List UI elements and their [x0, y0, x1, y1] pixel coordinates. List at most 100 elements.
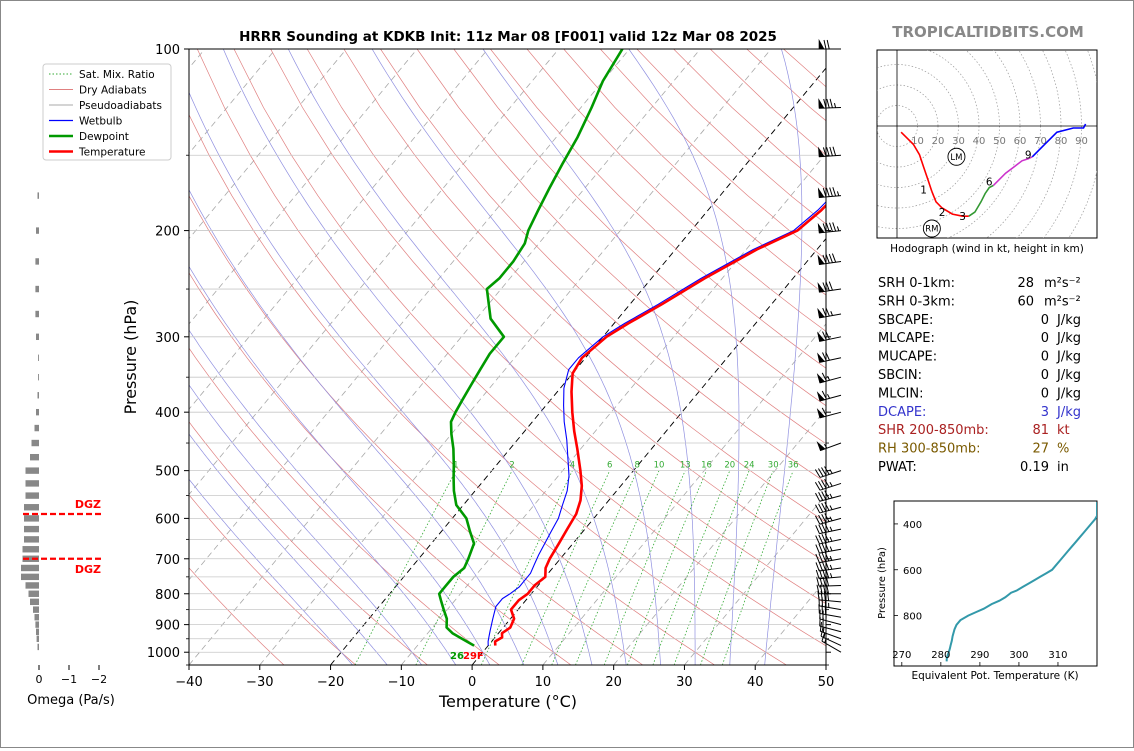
mix-ratio-label: 4	[570, 461, 575, 471]
mix-ratio-label: 2	[509, 461, 514, 471]
omega-bar	[33, 606, 39, 612]
stat-label: MLCIN:	[878, 386, 923, 401]
x-axis-label: Temperature (°C)	[438, 692, 577, 711]
barb-full	[830, 99, 832, 108]
stat-unit: J/kg	[1056, 313, 1081, 328]
hodo-ring-label: 50	[993, 136, 1006, 147]
x-tick-label: −30	[246, 675, 273, 690]
x-tick-label: −40	[175, 675, 202, 690]
omega-bar	[23, 546, 40, 552]
wind-barb	[818, 282, 841, 292]
omega-xlabel: Omega (Pa/s)	[27, 693, 115, 708]
wind-barb	[818, 331, 841, 342]
omega-bar	[21, 574, 39, 580]
barb-shaft	[819, 529, 841, 534]
mix-ratio-line	[522, 471, 610, 665]
barb-flag	[818, 189, 824, 198]
surface-temperature-label: 29F	[463, 651, 484, 662]
omega-tick-label: −2	[91, 673, 107, 686]
stat-label: SHR 200-850mb:	[878, 423, 989, 438]
hodo-ring-label: 70	[1034, 136, 1047, 147]
barb-shaft	[819, 549, 841, 553]
stat-label: SBCIN:	[878, 368, 922, 383]
barb-full	[832, 254, 835, 263]
omega-bar	[36, 227, 39, 233]
mix-ratio-line	[576, 471, 660, 665]
barb-half	[827, 376, 829, 380]
barb-full	[826, 188, 829, 197]
dgz-label: DGZ	[75, 498, 101, 511]
barb-full	[827, 147, 830, 156]
legend-label: Dry Adiabats	[79, 85, 147, 97]
wind-barb	[818, 591, 841, 602]
mix-ratio-label: 30	[768, 461, 779, 471]
omega-bar	[35, 258, 39, 264]
wind-barb	[815, 467, 841, 478]
omega-bar	[26, 492, 40, 498]
wind-barb	[819, 40, 841, 49]
omega-bar	[30, 454, 39, 460]
barb-full	[829, 254, 832, 263]
stat-unit: in	[1057, 460, 1069, 475]
wind-barb	[816, 534, 841, 544]
omega-bar	[37, 636, 39, 642]
stat-label: SBCAPE:	[878, 313, 933, 328]
stat-unit: m²s⁻²	[1044, 294, 1081, 309]
stat-label: RH 300-850mb:	[878, 442, 981, 457]
wind-barb	[817, 373, 841, 383]
stat-unit: J/kg	[1056, 331, 1081, 346]
omega-bar	[38, 392, 40, 398]
isotherm-line	[189, 49, 700, 665]
omega-bar	[30, 599, 39, 605]
hodo-height-label: 9	[1025, 150, 1032, 162]
omega-bar	[38, 355, 39, 361]
wind-barb	[816, 543, 841, 553]
wind-barbs	[815, 40, 841, 652]
barb-half	[830, 573, 831, 577]
hodograph-caption: Hodograph (wind in kt, height in km)	[890, 243, 1084, 255]
hodo-height-label: 1	[920, 185, 927, 197]
omega-bar	[24, 504, 39, 510]
barb-full	[829, 282, 832, 291]
barb-shaft	[820, 518, 841, 524]
y-tick-label: 700	[155, 553, 180, 568]
barb-full	[822, 524, 826, 532]
omega-bar	[26, 467, 40, 473]
hodo-ring-label: 80	[1055, 136, 1068, 147]
mix-ratio-label: 24	[744, 461, 755, 471]
omega-bar	[38, 192, 40, 198]
barb-full	[826, 254, 829, 263]
barb-shaft	[820, 496, 841, 502]
barb-flag	[819, 40, 824, 49]
barb-half	[830, 506, 832, 510]
mix-ratio-label: 10	[654, 461, 665, 471]
barb-half	[823, 628, 824, 633]
dry-adiabat	[161, 49, 715, 665]
barb-full	[822, 543, 826, 552]
theta-x-tick-label: 310	[1048, 650, 1067, 661]
y-axis-label: Pressure (hPa)	[121, 300, 140, 415]
stat-label: SRH 0-1km:	[878, 276, 955, 291]
omega-bar	[38, 644, 40, 650]
barb-full	[830, 147, 833, 156]
barb-flag	[818, 224, 824, 233]
y-tick-label: 800	[155, 588, 180, 603]
hodo-ring-label: 90	[1075, 136, 1088, 147]
theta-y-tick-label: 600	[903, 566, 922, 577]
mix-ratio-label: 16	[701, 461, 712, 471]
stat-label: MUCAPE:	[878, 350, 937, 365]
barb-shaft	[822, 641, 841, 652]
hodo-ring-label: 40	[973, 136, 986, 147]
omega-bar	[24, 515, 39, 521]
wind-barb	[815, 479, 841, 490]
wind-barb	[817, 408, 841, 418]
stat-label: PWAT:	[878, 460, 917, 475]
stat-unit: J/kg	[1056, 405, 1081, 420]
omega-bar	[35, 425, 40, 431]
wind-barb	[818, 187, 841, 197]
mix-ratio-line	[701, 471, 774, 665]
y-tick-label: 500	[155, 465, 180, 480]
x-tick-label: 50	[818, 675, 835, 690]
